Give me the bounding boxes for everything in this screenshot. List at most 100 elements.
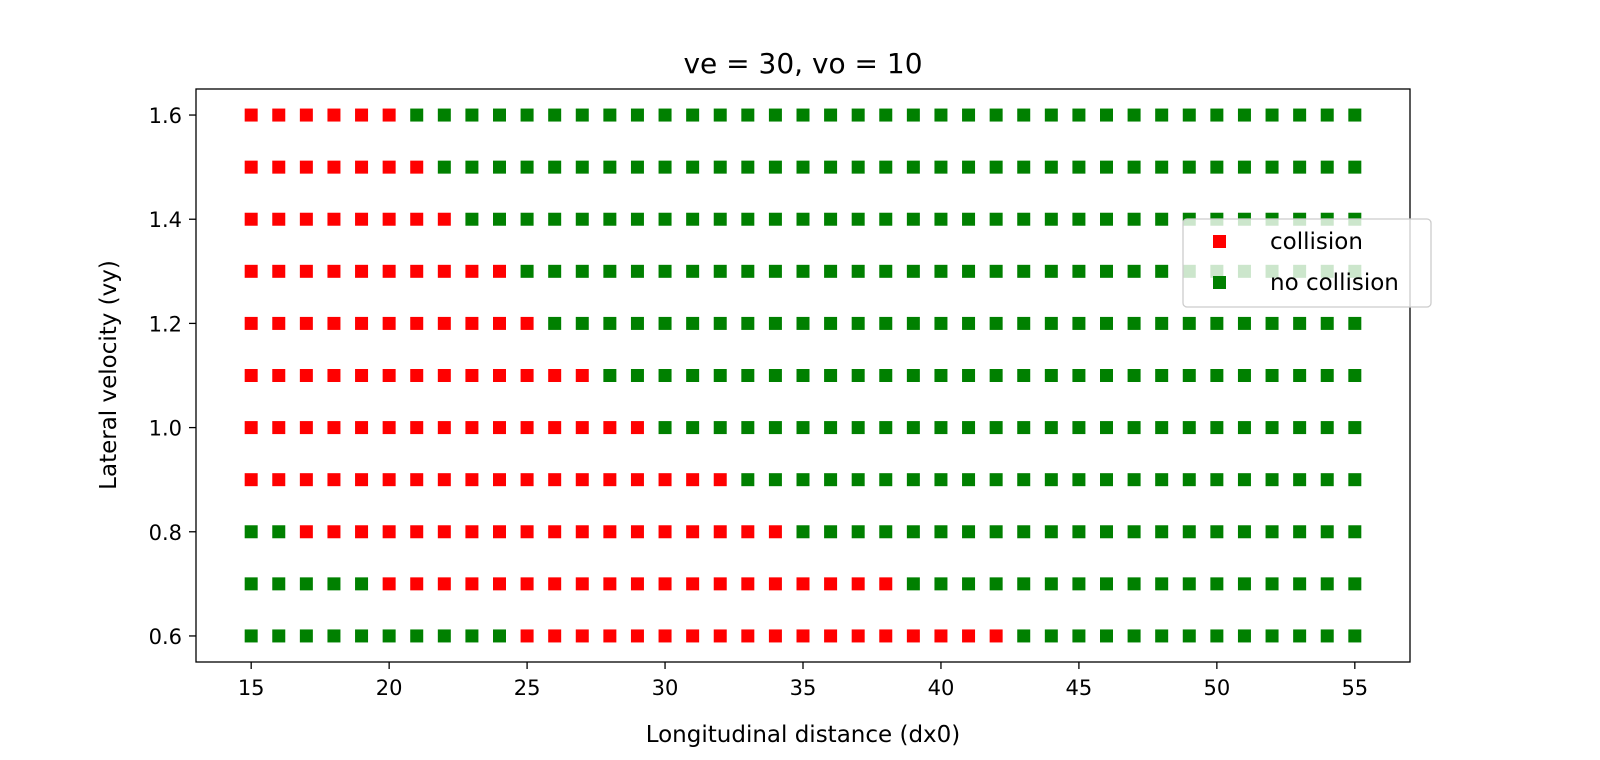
point-no-collision bbox=[1210, 629, 1224, 643]
point-no-collision bbox=[962, 264, 976, 278]
point-collision bbox=[796, 629, 810, 643]
point-no-collision bbox=[989, 369, 1003, 382]
point-no-collision bbox=[1348, 369, 1362, 382]
point-no-collision bbox=[1017, 108, 1031, 122]
point-no-collision bbox=[1044, 629, 1058, 643]
point-no-collision bbox=[851, 369, 865, 382]
point-no-collision bbox=[1100, 160, 1113, 174]
point-collision bbox=[410, 212, 424, 226]
point-collision bbox=[299, 525, 313, 539]
point-no-collision bbox=[851, 421, 865, 435]
point-no-collision bbox=[1348, 316, 1362, 330]
point-collision bbox=[520, 473, 534, 487]
point-no-collision bbox=[1182, 160, 1196, 174]
point-no-collision bbox=[465, 108, 479, 122]
point-no-collision bbox=[1044, 525, 1058, 539]
point-no-collision bbox=[713, 108, 727, 122]
point-no-collision bbox=[1044, 421, 1058, 435]
point-no-collision bbox=[1320, 108, 1334, 122]
y-tick-label: 1.2 bbox=[149, 312, 182, 336]
point-no-collision bbox=[630, 264, 644, 278]
point-no-collision bbox=[989, 108, 1003, 122]
point-no-collision bbox=[1348, 577, 1362, 591]
point-collision bbox=[658, 577, 672, 591]
point-no-collision bbox=[1210, 525, 1224, 539]
point-collision bbox=[493, 264, 506, 278]
point-no-collision bbox=[1044, 108, 1058, 122]
point-no-collision bbox=[713, 316, 727, 330]
point-no-collision bbox=[1017, 577, 1031, 591]
point-collision bbox=[548, 369, 562, 382]
point-collision bbox=[934, 629, 948, 643]
point-no-collision bbox=[686, 212, 700, 226]
point-no-collision bbox=[1155, 108, 1169, 122]
point-no-collision bbox=[1348, 525, 1362, 539]
point-collision bbox=[630, 473, 644, 487]
point-no-collision bbox=[768, 421, 782, 435]
point-no-collision bbox=[355, 629, 369, 643]
point-collision bbox=[520, 316, 534, 330]
point-no-collision bbox=[1348, 160, 1362, 174]
point-collision bbox=[465, 264, 479, 278]
point-no-collision bbox=[1210, 473, 1224, 487]
point-collision bbox=[437, 264, 451, 278]
point-no-collision bbox=[1182, 629, 1196, 643]
point-collision bbox=[768, 525, 782, 539]
point-no-collision bbox=[1265, 160, 1279, 174]
point-no-collision bbox=[1210, 369, 1224, 382]
point-no-collision bbox=[1100, 316, 1113, 330]
point-no-collision bbox=[1182, 316, 1196, 330]
point-collision bbox=[410, 525, 424, 539]
point-no-collision bbox=[1127, 160, 1141, 174]
point-collision bbox=[548, 629, 562, 643]
point-no-collision bbox=[989, 421, 1003, 435]
point-no-collision bbox=[548, 316, 562, 330]
point-no-collision bbox=[989, 160, 1003, 174]
point-collision bbox=[244, 473, 258, 487]
point-no-collision bbox=[768, 316, 782, 330]
point-collision bbox=[382, 108, 396, 122]
point-no-collision bbox=[851, 108, 865, 122]
point-no-collision bbox=[630, 369, 644, 382]
point-no-collision bbox=[1155, 369, 1169, 382]
point-no-collision bbox=[1293, 316, 1307, 330]
point-collision bbox=[327, 369, 341, 382]
point-collision bbox=[382, 421, 396, 435]
point-collision bbox=[465, 369, 479, 382]
point-no-collision bbox=[1100, 577, 1113, 591]
point-no-collision bbox=[906, 108, 920, 122]
point-no-collision bbox=[658, 369, 672, 382]
point-no-collision bbox=[382, 629, 396, 643]
point-collision bbox=[879, 629, 893, 643]
point-collision bbox=[272, 473, 286, 487]
point-no-collision bbox=[1072, 369, 1086, 382]
x-tick-label: 40 bbox=[928, 676, 955, 700]
point-collision bbox=[603, 525, 617, 539]
point-no-collision bbox=[1044, 316, 1058, 330]
point-collision bbox=[327, 421, 341, 435]
point-no-collision bbox=[1127, 264, 1141, 278]
point-collision bbox=[575, 629, 589, 643]
point-no-collision bbox=[1155, 264, 1169, 278]
point-no-collision bbox=[603, 316, 617, 330]
point-collision bbox=[299, 316, 313, 330]
point-no-collision bbox=[437, 629, 451, 643]
point-no-collision bbox=[299, 577, 313, 591]
point-collision bbox=[437, 525, 451, 539]
point-no-collision bbox=[548, 160, 562, 174]
point-collision bbox=[244, 160, 258, 174]
point-collision bbox=[355, 473, 369, 487]
point-no-collision bbox=[879, 108, 893, 122]
legend-marker-no-collision bbox=[1213, 276, 1226, 289]
point-collision bbox=[437, 577, 451, 591]
point-no-collision bbox=[1155, 525, 1169, 539]
x-axis-label: Longitudinal distance (dx0) bbox=[646, 722, 961, 748]
point-no-collision bbox=[630, 212, 644, 226]
point-no-collision bbox=[658, 160, 672, 174]
point-no-collision bbox=[1320, 577, 1334, 591]
point-no-collision bbox=[603, 108, 617, 122]
point-no-collision bbox=[741, 212, 755, 226]
point-no-collision bbox=[493, 108, 506, 122]
point-no-collision bbox=[851, 264, 865, 278]
